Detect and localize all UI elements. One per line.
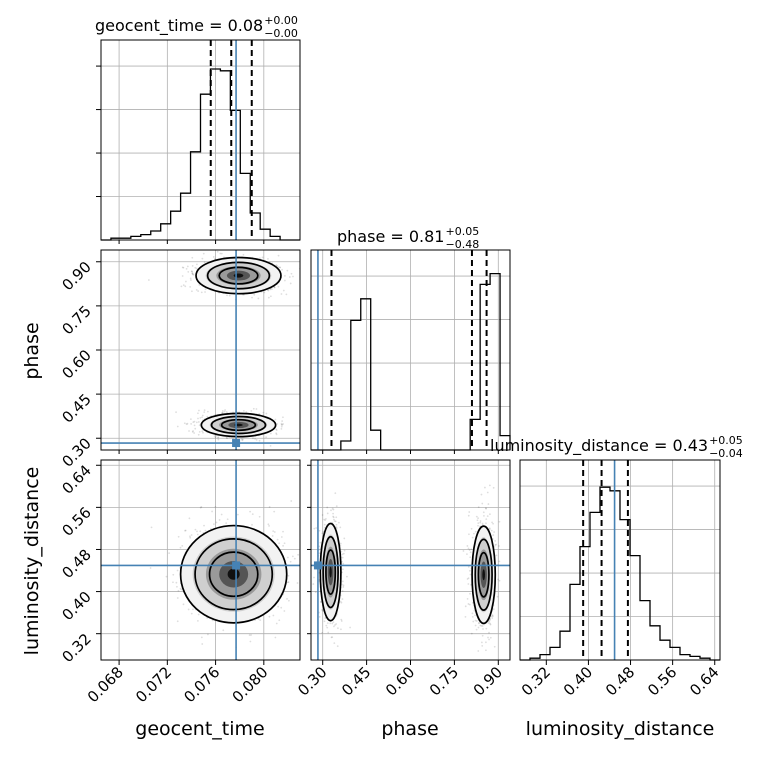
- panel-geocent-time-vs-phase-density: [147, 250, 300, 447]
- contour-line: [179, 524, 288, 624]
- x-tick-label-phase: 0.75: [426, 663, 462, 699]
- y-tick-label-luminosity-distance: 0.32: [58, 630, 94, 666]
- x-tick-label-geocent-time: 0.080: [229, 663, 272, 706]
- x-tick-label-phase: 0.90: [470, 663, 506, 699]
- x-tick-label-luminosity-distance: 0.40: [560, 663, 596, 699]
- y-tick-label-luminosity-distance: 0.40: [58, 588, 94, 624]
- contour-line: [220, 418, 257, 432]
- luminosity-distance-title-upper: +0.05: [709, 434, 743, 447]
- contour-line: [471, 525, 497, 625]
- panel-geocent-time-vs-luminosity-distance-density: [149, 499, 300, 649]
- luminosity-distance-title-lower: −0.04: [709, 447, 743, 460]
- phase-title-upper: +0.05: [445, 225, 479, 238]
- x-axis-label-geocent-time: geocent_time: [135, 718, 264, 740]
- contour-line: [200, 412, 277, 438]
- contour-line: [325, 549, 337, 596]
- x-tick-label-phase: 0.60: [382, 663, 418, 699]
- luminosity-distance-title: luminosity_distance = 0.43: [490, 436, 708, 456]
- y-axis-label-phase: phase: [21, 322, 43, 379]
- panel-geocent-time-hist: [100, 39, 301, 241]
- lines-layer: [101, 40, 720, 661]
- y-axis-label-luminosity-distance: luminosity_distance: [21, 467, 43, 656]
- x-axis-label-phase: phase: [381, 718, 438, 740]
- contour-line: [477, 551, 490, 598]
- x-axis-label-luminosity-distance: luminosity_distance: [526, 718, 715, 740]
- x-tick-label-geocent-time: 0.076: [180, 663, 223, 706]
- y-tick-label-luminosity-distance: 0.48: [58, 546, 94, 582]
- phase-title: phase = 0.81: [337, 227, 444, 246]
- geocent-time-title-lower: −0.00: [264, 27, 298, 40]
- y-tick-label-phase: 0.45: [58, 390, 94, 426]
- y-tick-label-phase: 0.30: [58, 434, 94, 470]
- grid-layer: [101, 40, 720, 660]
- density-layer: [147, 250, 501, 652]
- x-tick-label-phase: 0.45: [338, 663, 374, 699]
- x-tick-label-geocent-time: 0.068: [84, 663, 127, 706]
- contour-line: [322, 535, 339, 609]
- contour-line: [195, 256, 282, 295]
- x-tick-label-phase: 0.30: [294, 663, 330, 699]
- contour-line: [206, 261, 271, 290]
- contour-line: [319, 522, 342, 622]
- x-tick-label-luminosity-distance: 0.64: [686, 663, 722, 699]
- y-tick-label-luminosity-distance: 0.56: [58, 503, 94, 539]
- x-tick-label-luminosity-distance: 0.48: [602, 663, 638, 699]
- contour-line: [218, 266, 259, 285]
- contour-line: [210, 415, 267, 435]
- x-tick-label-luminosity-distance: 0.32: [518, 663, 554, 699]
- y-tick-label-phase: 0.75: [58, 302, 94, 338]
- panel-geocent-time-vs-luminosity-distance: [100, 459, 301, 661]
- panel-phase-vs-luminosity-distance-truth-marker: [313, 561, 322, 570]
- phase-title-lower: −0.48: [445, 238, 479, 251]
- panel-luminosity-distance-hist: [519, 459, 721, 661]
- contour-line: [474, 538, 493, 611]
- contour-line: [208, 551, 259, 598]
- panel-geocent-time-vs-luminosity-distance-truth-marker: [232, 561, 241, 570]
- geocent-time-title-upper: +0.00: [264, 14, 298, 27]
- geocent-time-title: geocent_time = 0.08: [95, 16, 263, 36]
- x-tick-label-luminosity-distance: 0.56: [644, 663, 680, 699]
- y-tick-label-phase: 0.60: [58, 346, 94, 382]
- y-tick-label-phase: 0.90: [58, 258, 94, 294]
- panel-geocent-time-vs-phase-truth-marker: [232, 439, 241, 448]
- histogram-luminosity-distance: [520, 486, 720, 661]
- y-tick-label-luminosity-distance: 0.64: [58, 461, 94, 497]
- contour-line: [194, 537, 274, 611]
- histogram-geocent-time: [101, 68, 300, 241]
- panel-phase-vs-luminosity-distance-density: [312, 484, 501, 652]
- tick-labels-layer: 0.068 0.072 0.076 0.080 0.30 0.45 0.60 0.75 0.90…: [58, 65, 723, 706]
- x-tick-label-geocent-time: 0.072: [132, 663, 175, 706]
